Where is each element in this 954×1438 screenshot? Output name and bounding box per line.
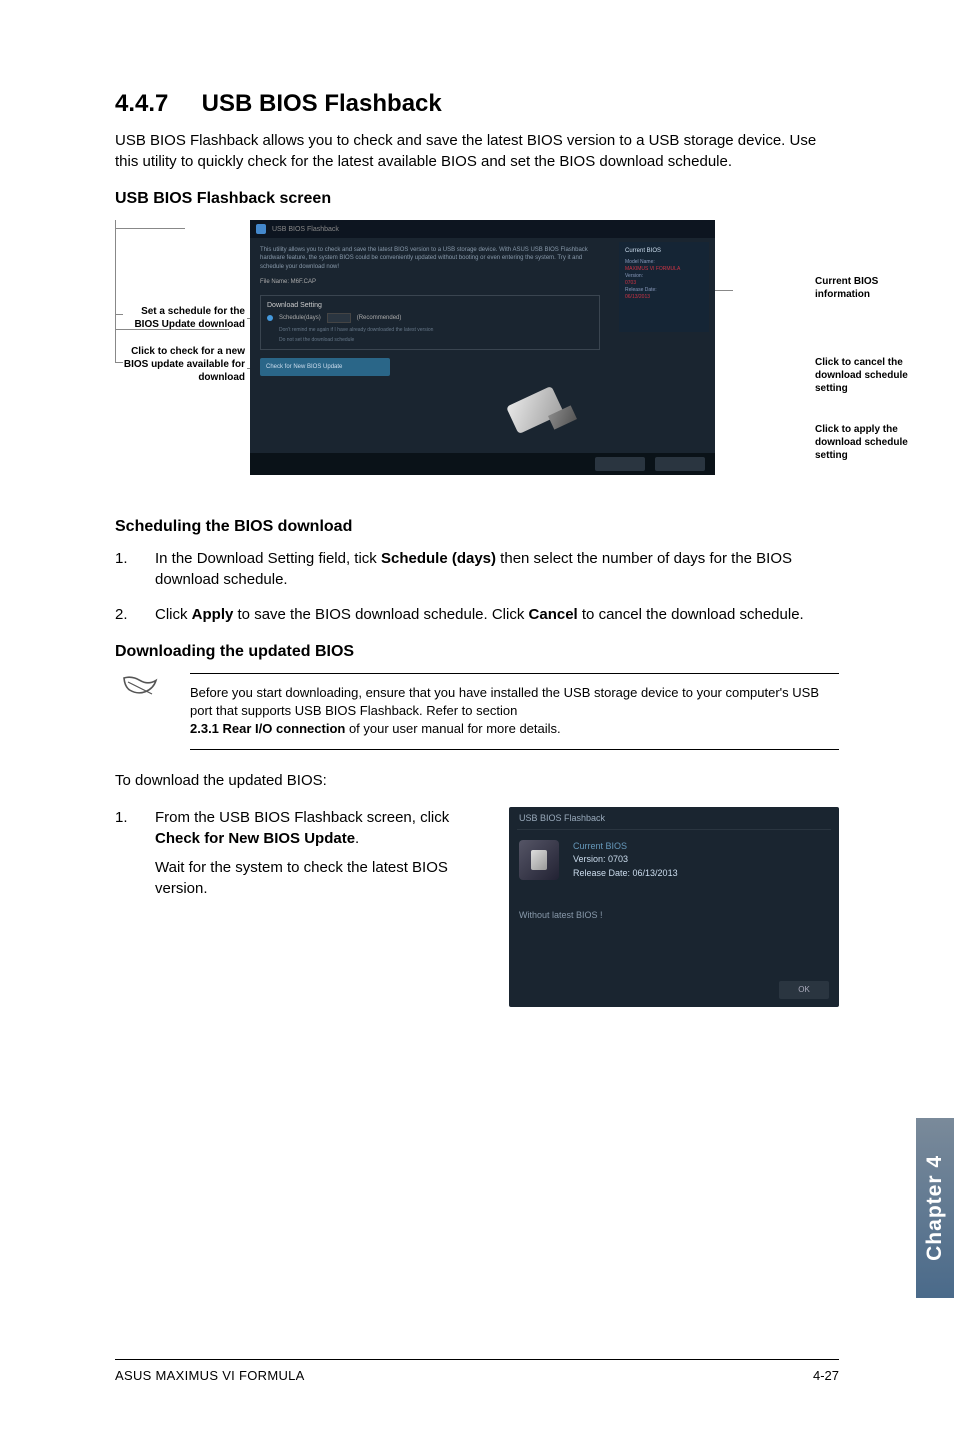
note-box: Before you start downloading, ensure tha… bbox=[115, 673, 839, 750]
section-heading: 4.4.7 USB BIOS Flashback bbox=[115, 90, 839, 118]
right-callouts: Current BIOS information Click to cancel… bbox=[815, 275, 935, 472]
item-content: Click Apply to save the BIOS download sc… bbox=[155, 604, 839, 625]
callout-line bbox=[115, 220, 116, 228]
usb-icon bbox=[519, 840, 559, 880]
callout-current-bios: Current BIOS information bbox=[815, 275, 935, 301]
side-ver-label: Version: bbox=[625, 272, 703, 280]
dl-intro: To download the updated BIOS: bbox=[115, 770, 839, 791]
callout-line bbox=[115, 229, 116, 314]
callout-schedule: Set a schedule for the BIOS Update downl… bbox=[115, 305, 245, 331]
download-section: 1. From the USB BIOS Flashback screen, c… bbox=[115, 807, 839, 1007]
note-icon bbox=[120, 673, 160, 703]
download-setting-panel: Download Setting Schedule(days) (Recomme… bbox=[260, 295, 600, 350]
side-date-val: 06/13/2013 bbox=[625, 294, 703, 300]
list-item: 2. Click Apply to save the BIOS download… bbox=[115, 604, 839, 625]
section-number: 4.4.7 bbox=[115, 90, 195, 118]
usb-drive-icon bbox=[490, 375, 600, 450]
download-setting-title: Download Setting bbox=[267, 302, 593, 309]
left-callouts: Set a schedule for the BIOS Update downl… bbox=[115, 305, 245, 384]
check-dialog: USB BIOS Flashback Current BIOS Version:… bbox=[509, 807, 839, 1007]
info-date: Release Date: 06/13/2013 bbox=[573, 867, 678, 881]
dl-note-2: Do not set the download schedule bbox=[267, 337, 593, 343]
small-screenshot-wrap: USB BIOS Flashback Current BIOS Version:… bbox=[509, 807, 839, 1007]
dialog-info: Current BIOS Version: 0703 Release Date:… bbox=[573, 840, 678, 881]
item-content: From the USB BIOS Flashback screen, clic… bbox=[155, 807, 479, 899]
days-select[interactable] bbox=[327, 313, 351, 323]
chapter-tab: Chapter 4 bbox=[916, 1118, 954, 1298]
apply-button[interactable] bbox=[655, 457, 705, 471]
intro-text: USB BIOS Flashback allows you to check a… bbox=[115, 130, 839, 172]
footer-product: ASUS MAXIMUS VI FORMULA bbox=[115, 1368, 305, 1383]
dialog-title: USB BIOS Flashback bbox=[509, 807, 839, 829]
list-item: 1. From the USB BIOS Flashback screen, c… bbox=[115, 807, 479, 899]
cancel-button[interactable] bbox=[595, 457, 645, 471]
window-description: This utility allows you to check and sav… bbox=[250, 238, 610, 279]
status-text: Without latest BIOS ! bbox=[509, 890, 839, 920]
item-continued: Wait for the system to check the latest … bbox=[155, 857, 479, 899]
side-model-label: Model Name: bbox=[625, 258, 703, 266]
callout-cancel: Click to cancel the download schedule se… bbox=[815, 356, 935, 395]
screen-subheading: USB BIOS Flashback screen bbox=[115, 190, 839, 208]
item-number: 2. bbox=[115, 604, 155, 625]
window-bottom-bar bbox=[250, 453, 715, 475]
item-number: 1. bbox=[115, 807, 155, 899]
section-title: USB BIOS Flashback bbox=[202, 90, 442, 117]
schedule-label: Schedule(days) bbox=[279, 315, 321, 321]
list-item: 1. In the Download Setting field, tick S… bbox=[115, 548, 839, 590]
recommended-label: (Recommended) bbox=[357, 315, 402, 321]
note-text: Before you start downloading, ensure tha… bbox=[190, 673, 839, 750]
window-titlebar: USB BIOS Flashback bbox=[250, 220, 715, 238]
side-date-label: Release Date: bbox=[625, 286, 703, 294]
downloading-heading: Downloading the updated BIOS bbox=[115, 643, 839, 661]
item-content: In the Download Setting field, tick Sche… bbox=[155, 548, 839, 590]
check-update-button[interactable]: Check for New BIOS Update bbox=[260, 358, 390, 376]
callout-apply: Click to apply the download schedule set… bbox=[815, 423, 935, 462]
schedule-row: Schedule(days) (Recommended) bbox=[267, 313, 593, 323]
callout-check: Click to check for a new BIOS update ava… bbox=[115, 345, 245, 384]
info-current: Current BIOS bbox=[573, 840, 678, 854]
side-title: Current BIOS bbox=[625, 248, 703, 254]
main-screenshot-wrap: Set a schedule for the BIOS Update downl… bbox=[115, 220, 835, 500]
info-version: Version: 0703 bbox=[573, 853, 678, 867]
callout-line bbox=[715, 290, 733, 291]
callout-line bbox=[115, 228, 185, 229]
window-title: USB BIOS Flashback bbox=[272, 226, 339, 233]
footer-page: 4-27 bbox=[813, 1368, 839, 1383]
chapter-label: Chapter 4 bbox=[923, 1155, 947, 1261]
dl-note-1: Don't remind me again if I have already … bbox=[267, 327, 593, 333]
scheduling-heading: Scheduling the BIOS download bbox=[115, 518, 839, 536]
radio-icon[interactable] bbox=[267, 315, 273, 321]
current-bios-panel: Current BIOS Model Name: MAXIMUS VI FORM… bbox=[619, 242, 709, 332]
asus-logo-icon bbox=[256, 224, 266, 234]
bios-flashback-window: USB BIOS Flashback This utility allows y… bbox=[250, 220, 715, 475]
item-number: 1. bbox=[115, 548, 155, 590]
dialog-info-row: Current BIOS Version: 0703 Release Date:… bbox=[509, 830, 839, 891]
ok-button[interactable]: OK bbox=[779, 981, 829, 999]
scheduling-steps: 1. In the Download Setting field, tick S… bbox=[115, 548, 839, 625]
page-footer: ASUS MAXIMUS VI FORMULA 4-27 bbox=[115, 1359, 839, 1383]
download-steps: 1. From the USB BIOS Flashback screen, c… bbox=[115, 807, 479, 1007]
